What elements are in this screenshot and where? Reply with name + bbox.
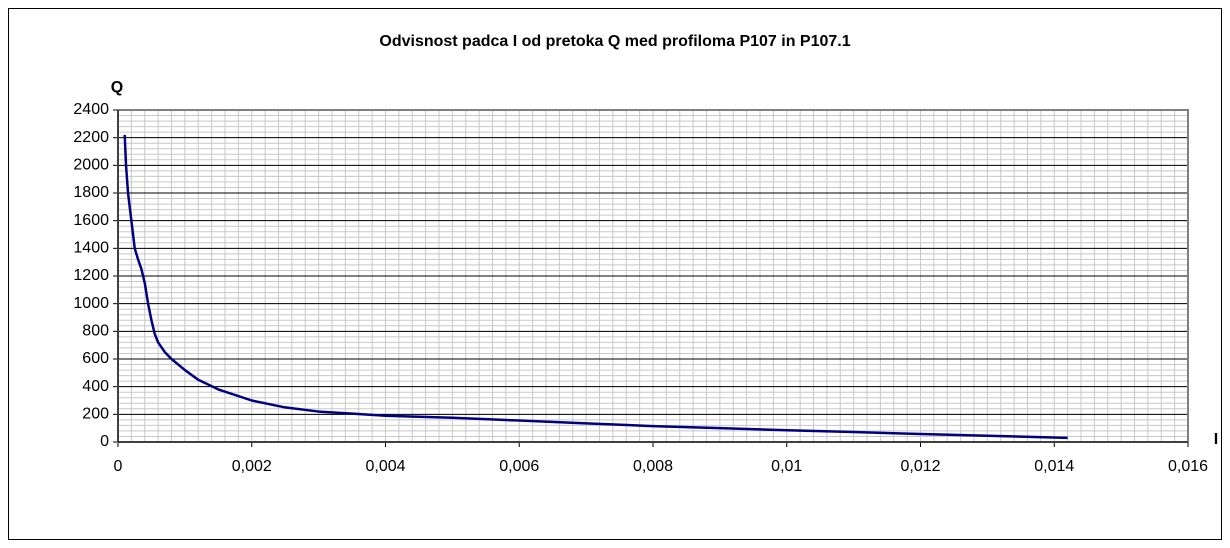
y-tick-label: 600 [82,350,109,367]
x-tick-label: 0,006 [499,458,539,475]
y-tick-label: 400 [82,378,109,395]
y-tick-label: 1600 [73,212,109,229]
x-tick-label: 0 [114,458,123,475]
x-tick-label: 0,012 [900,458,940,475]
y-tick-label: 2400 [73,101,109,118]
x-tick-label: 0,008 [633,458,673,475]
x-tick-label: 0,014 [1034,458,1074,475]
x-tick-label: 0,01 [771,458,802,475]
y-tick-label: 2200 [73,129,109,146]
x-axis-label: I [1214,431,1218,448]
y-tick-label: 1400 [73,240,109,257]
y-tick-label: 1000 [73,295,109,312]
y-tick-label: 1800 [73,184,109,201]
y-tick-label: 800 [82,323,109,340]
x-tick-label: 0,016 [1168,458,1208,475]
x-tick-label: 0,002 [232,458,272,475]
y-axis-label: Q [111,79,123,96]
chart-title: Odvisnost padca I od pretoka Q med profi… [379,33,850,50]
y-tick-label: 200 [82,406,109,423]
data-line [123,134,1068,440]
y-tick-label: 2000 [73,157,109,174]
y-tick-label: 0 [100,433,109,450]
y-tick-label: 1200 [73,267,109,284]
x-tick-label: 0,004 [365,458,405,475]
